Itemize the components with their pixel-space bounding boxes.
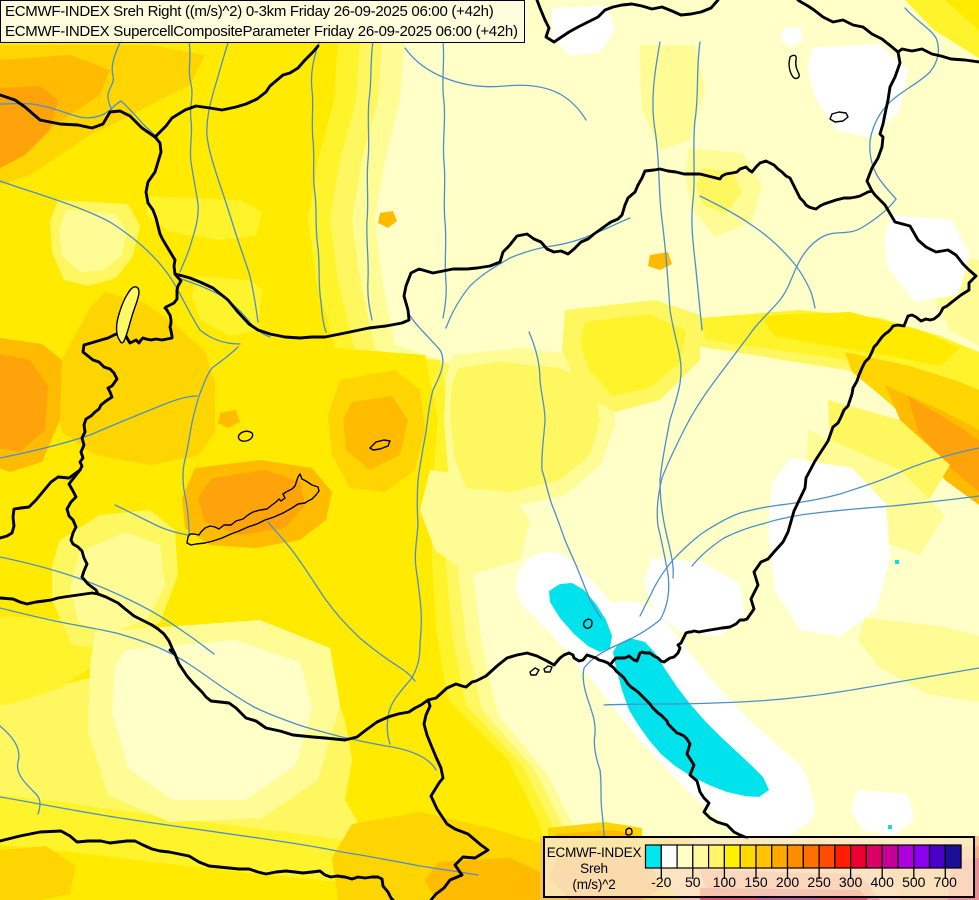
- svg-text:50: 50: [685, 874, 701, 890]
- svg-text:300: 300: [839, 874, 863, 890]
- svg-text:700: 700: [934, 874, 958, 890]
- svg-text:150: 150: [744, 874, 768, 890]
- svg-text:200: 200: [776, 874, 800, 890]
- svg-text:100: 100: [713, 874, 737, 890]
- svg-text:250: 250: [807, 874, 831, 890]
- svg-text:-20: -20: [651, 874, 671, 890]
- svg-text:500: 500: [902, 874, 926, 890]
- svg-text:400: 400: [871, 874, 895, 890]
